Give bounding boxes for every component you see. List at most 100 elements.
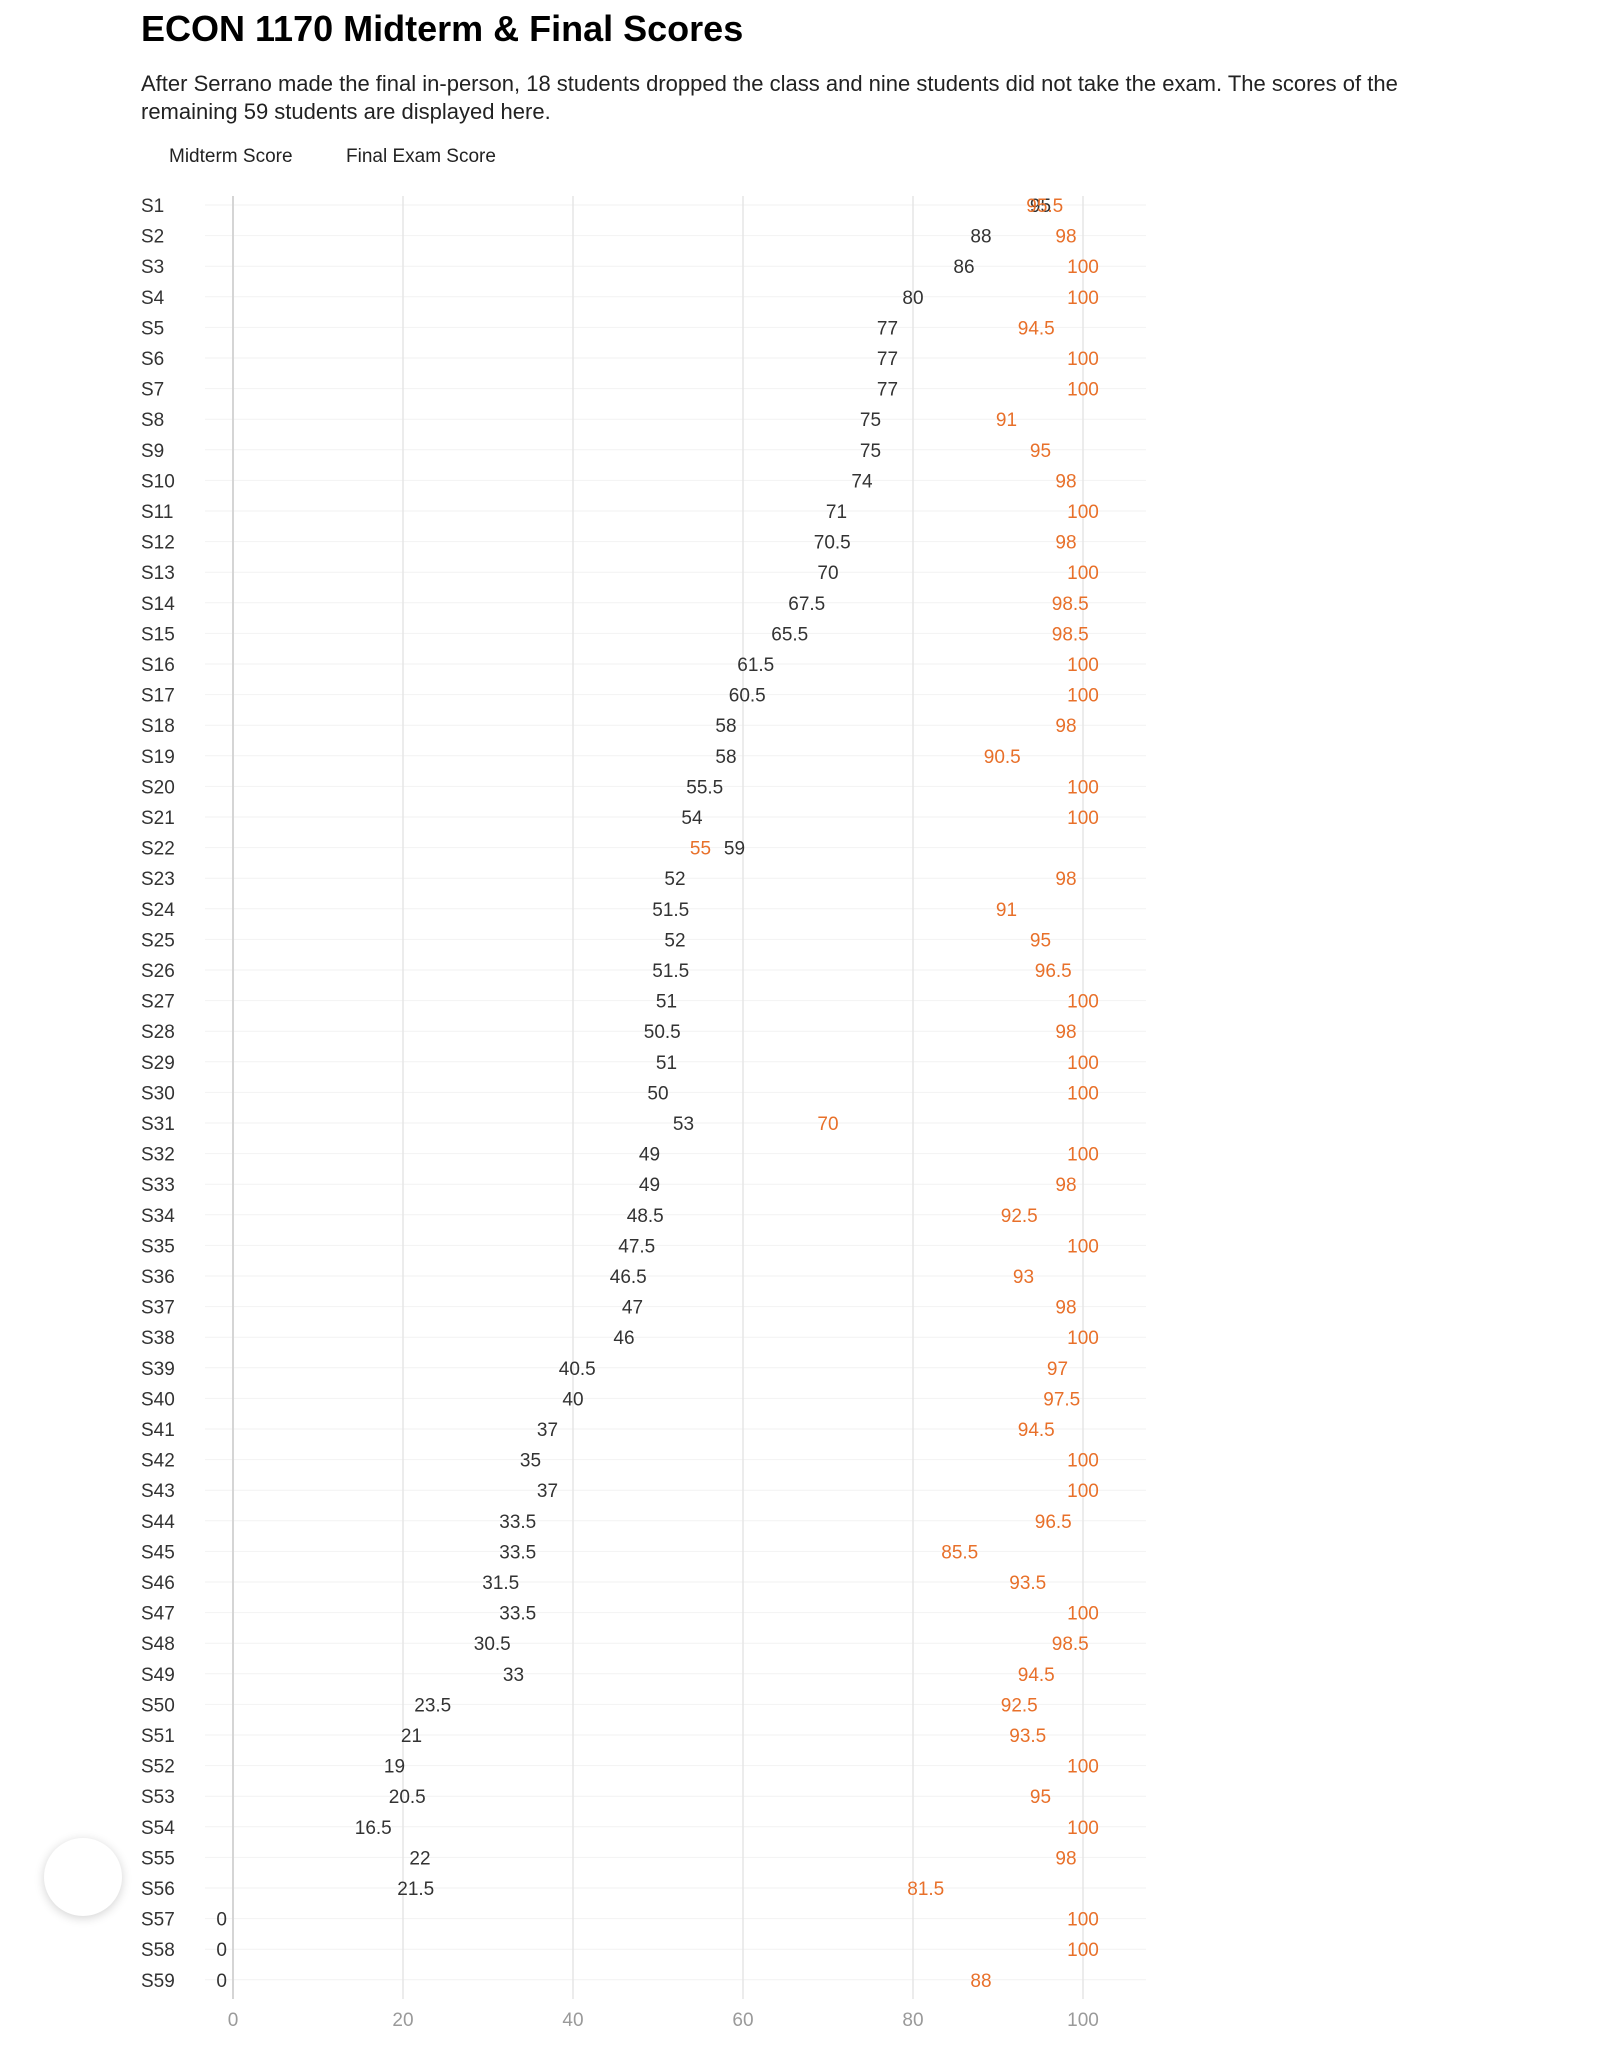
midterm-score-label[interactable]: 51: [656, 992, 677, 1013]
final-score-label[interactable]: 100: [1067, 1481, 1099, 1502]
legend-midterm[interactable]: Midterm Score: [169, 146, 293, 167]
final-score-label[interactable]: 100: [1067, 777, 1099, 798]
final-score-label[interactable]: 100: [1067, 1328, 1099, 1349]
midterm-score-label[interactable]: 35: [520, 1451, 541, 1472]
final-score-label[interactable]: 81.5: [907, 1879, 944, 1900]
midterm-score-label[interactable]: 16.5: [355, 1818, 392, 1839]
final-score-label[interactable]: 98.5: [1052, 624, 1089, 645]
midterm-score-label[interactable]: 77: [877, 349, 898, 370]
midterm-score-label[interactable]: 52: [664, 930, 685, 951]
midterm-score-label[interactable]: 40.5: [559, 1359, 596, 1380]
final-score-label[interactable]: 98: [1055, 227, 1076, 248]
midterm-score-label[interactable]: 22: [409, 1848, 430, 1869]
final-score-label[interactable]: 98: [1055, 1175, 1076, 1196]
final-score-label[interactable]: 100: [1067, 1910, 1099, 1931]
final-score-label[interactable]: 94.5: [1018, 318, 1055, 339]
midterm-score-label[interactable]: 0: [216, 1971, 227, 1992]
midterm-score-label[interactable]: 0: [216, 1910, 227, 1931]
final-score-label[interactable]: 98.5: [1052, 1634, 1089, 1655]
midterm-score-label[interactable]: 49: [639, 1175, 660, 1196]
final-score-label[interactable]: 98: [1055, 869, 1076, 890]
midterm-score-label[interactable]: 54: [681, 808, 703, 829]
midterm-score-label[interactable]: 95: [1030, 196, 1051, 217]
final-score-label[interactable]: 96.5: [1035, 1512, 1072, 1533]
final-score-label[interactable]: 100: [1067, 992, 1099, 1013]
final-score-label[interactable]: 70: [817, 1114, 838, 1135]
midterm-score-label[interactable]: 86: [953, 257, 974, 278]
midterm-score-label[interactable]: 20.5: [389, 1787, 426, 1808]
final-score-label[interactable]: 98: [1055, 1848, 1076, 1869]
final-score-label[interactable]: 100: [1067, 257, 1099, 278]
final-score-label[interactable]: 91: [996, 900, 1017, 921]
midterm-score-label[interactable]: 51: [656, 1053, 677, 1074]
final-score-label[interactable]: 98: [1055, 471, 1076, 492]
midterm-score-label[interactable]: 47: [622, 1298, 643, 1319]
final-score-label[interactable]: 100: [1067, 1940, 1099, 1961]
final-score-label[interactable]: 100: [1067, 563, 1099, 584]
midterm-score-label[interactable]: 67.5: [788, 594, 825, 615]
final-score-label[interactable]: 93.5: [1009, 1573, 1046, 1594]
help-fab-button[interactable]: [44, 1838, 122, 1916]
final-score-label[interactable]: 100: [1067, 1236, 1099, 1257]
midterm-score-label[interactable]: 33.5: [499, 1512, 536, 1533]
final-score-label[interactable]: 93: [1013, 1267, 1034, 1288]
midterm-score-label[interactable]: 48.5: [627, 1206, 664, 1227]
final-score-label[interactable]: 100: [1067, 1145, 1099, 1166]
final-score-label[interactable]: 95: [1030, 1787, 1051, 1808]
final-score-label[interactable]: 100: [1067, 502, 1099, 523]
midterm-score-label[interactable]: 33.5: [499, 1604, 536, 1625]
midterm-score-label[interactable]: 19: [384, 1757, 405, 1778]
midterm-score-label[interactable]: 49: [639, 1145, 660, 1166]
final-score-label[interactable]: 90.5: [984, 747, 1021, 768]
final-score-label[interactable]: 100: [1067, 1604, 1099, 1625]
midterm-score-label[interactable]: 33: [503, 1665, 524, 1686]
midterm-score-label[interactable]: 58: [715, 716, 736, 737]
midterm-score-label[interactable]: 30.5: [474, 1634, 511, 1655]
midterm-score-label[interactable]: 47.5: [618, 1236, 655, 1257]
midterm-score-label[interactable]: 51.5: [652, 900, 689, 921]
midterm-score-label[interactable]: 75: [860, 441, 881, 462]
final-score-label[interactable]: 96.5: [1035, 961, 1072, 982]
midterm-score-label[interactable]: 51.5: [652, 961, 689, 982]
midterm-score-label[interactable]: 0: [216, 1940, 227, 1961]
midterm-score-label[interactable]: 77: [877, 318, 898, 339]
final-score-label[interactable]: 100: [1067, 686, 1099, 707]
final-score-label[interactable]: 94.5: [1018, 1420, 1055, 1441]
midterm-score-label[interactable]: 75: [860, 410, 881, 431]
final-score-label[interactable]: 100: [1067, 1053, 1099, 1074]
final-score-label[interactable]: 95: [1030, 441, 1051, 462]
midterm-score-label[interactable]: 52: [664, 869, 685, 890]
midterm-score-label[interactable]: 55.5: [686, 777, 723, 798]
midterm-score-label[interactable]: 46.5: [610, 1267, 647, 1288]
final-score-label[interactable]: 97: [1047, 1359, 1068, 1380]
final-score-label[interactable]: 100: [1067, 1451, 1099, 1472]
midterm-score-label[interactable]: 80: [902, 288, 923, 309]
midterm-score-label[interactable]: 53: [673, 1114, 694, 1135]
final-score-label[interactable]: 98: [1055, 716, 1076, 737]
midterm-score-label[interactable]: 50.5: [644, 1022, 681, 1043]
final-score-label[interactable]: 91: [996, 410, 1017, 431]
final-score-label[interactable]: 55: [690, 839, 711, 860]
final-score-label[interactable]: 98: [1055, 533, 1076, 554]
midterm-score-label[interactable]: 74: [851, 471, 873, 492]
midterm-score-label[interactable]: 61.5: [737, 655, 774, 676]
final-score-label[interactable]: 100: [1067, 1083, 1099, 1104]
final-score-label[interactable]: 98: [1055, 1022, 1076, 1043]
final-score-label[interactable]: 85.5: [941, 1542, 978, 1563]
final-score-label[interactable]: 100: [1067, 808, 1099, 829]
midterm-score-label[interactable]: 65.5: [771, 624, 808, 645]
final-score-label[interactable]: 95.5: [1026, 196, 1063, 217]
midterm-score-label[interactable]: 40: [562, 1389, 583, 1410]
midterm-score-label[interactable]: 58: [715, 747, 736, 768]
final-score-label[interactable]: 98: [1055, 1298, 1076, 1319]
final-score-label[interactable]: 100: [1067, 349, 1099, 370]
midterm-score-label[interactable]: 31.5: [482, 1573, 519, 1594]
midterm-score-label[interactable]: 70: [817, 563, 838, 584]
midterm-score-label[interactable]: 23.5: [414, 1695, 451, 1716]
midterm-score-label[interactable]: 33.5: [499, 1542, 536, 1563]
midterm-score-label[interactable]: 37: [537, 1420, 558, 1441]
final-score-label[interactable]: 100: [1067, 288, 1099, 309]
midterm-score-label[interactable]: 71: [826, 502, 847, 523]
midterm-score-label[interactable]: 88: [970, 227, 991, 248]
midterm-score-label[interactable]: 37: [537, 1481, 558, 1502]
